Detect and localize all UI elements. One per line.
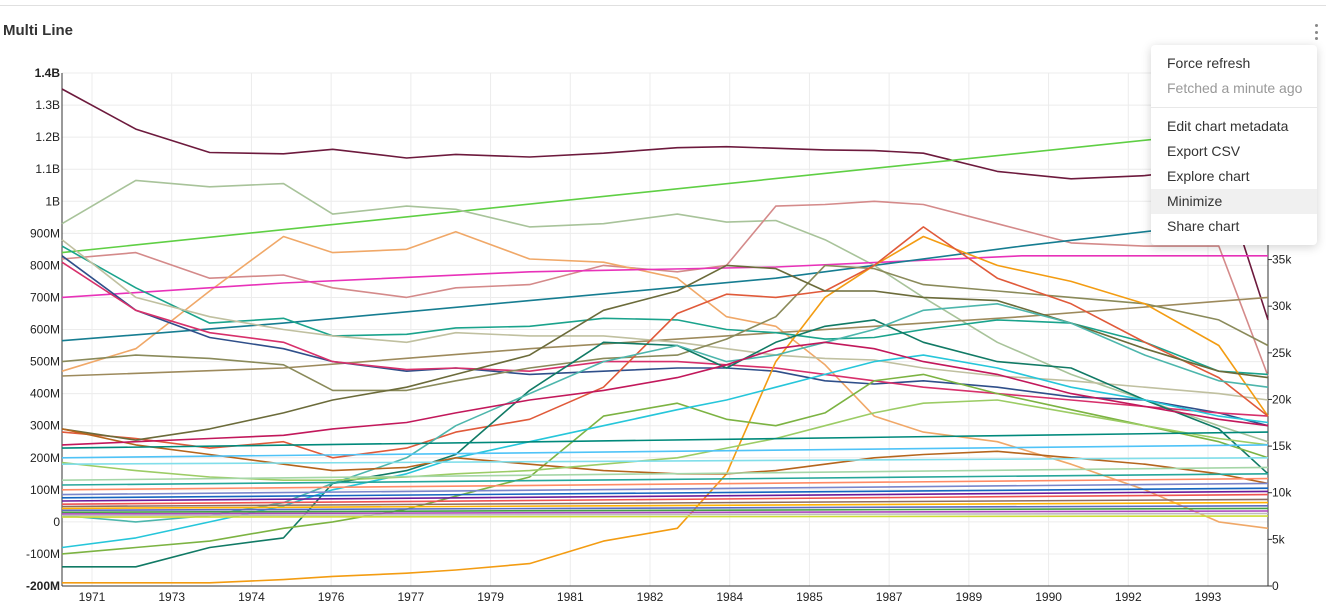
x-tick-label: 1989 <box>956 590 983 604</box>
x-tick-label: 1982 <box>637 590 664 604</box>
y-right-tick-label: 35k <box>1272 253 1292 267</box>
edit-chart-metadata-menu-item[interactable]: Edit chart metadata <box>1167 118 1289 134</box>
series-line-18 <box>61 373 1269 555</box>
series-line-27 <box>61 466 1269 481</box>
series-line-2 <box>61 126 1269 254</box>
series-line-24 <box>61 431 1269 449</box>
series-line-6 <box>61 255 1268 299</box>
series-line-29 <box>61 477 1269 491</box>
y-left-tick-label: 400M <box>30 387 60 401</box>
y-left-tick-label: 0 <box>53 515 60 529</box>
series-line-13 <box>61 264 1269 392</box>
series-line-36 <box>61 504 1269 512</box>
y-left-tick-label: 1.4B <box>35 66 61 80</box>
series-line-33 <box>61 493 1269 505</box>
series-line-5 <box>61 230 1269 530</box>
top-divider <box>0 5 1326 6</box>
x-tick-label: 1977 <box>398 590 425 604</box>
y-left-tick-label: 1.1B <box>35 162 60 176</box>
y-left-tick-label: 900M <box>30 226 60 240</box>
menu-divider <box>1151 107 1317 108</box>
minimize-menu-item[interactable]: Minimize <box>1151 189 1317 214</box>
share-chart-menu-item[interactable]: Share chart <box>1167 218 1240 234</box>
x-tick-label: 1992 <box>1115 590 1142 604</box>
y-right-tick-label: 20k <box>1272 392 1292 406</box>
y-left-tick-label: -200M <box>26 579 60 593</box>
x-tick-label: 1985 <box>796 590 823 604</box>
x-tick-label: 1984 <box>716 590 743 604</box>
series-line-10 <box>61 255 1269 427</box>
y-left-tick-label: 1B <box>45 194 60 208</box>
series-line-30 <box>61 482 1269 496</box>
y-left-tick-label: -100M <box>26 547 60 561</box>
series-line-9 <box>61 245 1269 376</box>
y-left-tick-label: 800M <box>30 258 60 272</box>
series-line-34 <box>61 498 1269 508</box>
x-tick-label: 1976 <box>318 590 345 604</box>
series-line-32 <box>61 490 1269 502</box>
x-tick-label: 1987 <box>876 590 903 604</box>
export-csv-menu-item[interactable]: Export CSV <box>1167 143 1241 159</box>
y-left-tick-label: 1.3B <box>35 98 60 112</box>
series-line-11 <box>61 261 1269 417</box>
y-left-tick-label: 500M <box>30 355 60 369</box>
chart-options-menu: Force refresh Fetched a minute ago Edit … <box>1151 45 1317 245</box>
y-right-tick-label: 5k <box>1272 532 1286 546</box>
y-right-tick-label: 10k <box>1272 486 1292 500</box>
x-tick-label: 1974 <box>238 590 265 604</box>
explore-chart-menu-item[interactable]: Explore chart <box>1167 168 1250 184</box>
chart-title: Multi Line <box>3 22 73 39</box>
y-right-tick-label: 15k <box>1272 439 1292 453</box>
x-tick-label: 1993 <box>1195 590 1222 604</box>
y-left-tick-label: 600M <box>30 323 60 337</box>
series-line-28 <box>61 473 1269 486</box>
multi-line-chart: -200M -100M 0 100M 200M 300M 400M 500M 600M 700M 8… <box>26 66 1292 604</box>
more-options-icon[interactable] <box>1309 22 1323 42</box>
series-line-38 <box>61 510 1269 515</box>
series-line-7 <box>61 216 1269 342</box>
y-right-tick-label: 30k <box>1272 299 1292 313</box>
series-line-12 <box>61 239 1269 401</box>
y-left-tick-label: 700M <box>30 290 60 304</box>
series-line-23 <box>61 399 1269 482</box>
x-tick-label: 1973 <box>158 590 185 604</box>
series-line-3 <box>61 179 1269 443</box>
series-line-1 <box>61 88 1269 321</box>
x-tick-label: 1990 <box>1035 590 1062 604</box>
y-left-tick-label: 200M <box>30 451 60 465</box>
y-right-tick-label: 0 <box>1272 579 1279 593</box>
series-line-25 <box>61 444 1269 459</box>
y-right-tick-label: 25k <box>1272 346 1292 360</box>
series-line-39 <box>61 512 1269 517</box>
series-line-26 <box>61 456 1269 466</box>
series-line-31 <box>61 487 1269 499</box>
y-left-tick-label: 100M <box>30 483 60 497</box>
x-tick-label: 1979 <box>477 590 504 604</box>
series-line-40 <box>61 515 1269 518</box>
series-line-17 <box>62 319 1269 568</box>
x-tick-label: 1971 <box>79 590 106 604</box>
fetched-timestamp: Fetched a minute ago <box>1167 80 1303 96</box>
series-line-22 <box>61 341 1269 446</box>
series-line-37 <box>61 507 1269 514</box>
force-refresh-menu-item[interactable]: Force refresh <box>1167 55 1251 71</box>
series-line-14 <box>62 235 1269 584</box>
y-left-tick-label: 300M <box>30 419 60 433</box>
series-line-35 <box>61 501 1269 510</box>
y-left-tick-label: 1.2B <box>35 130 60 144</box>
x-tick-label: 1981 <box>557 590 584 604</box>
